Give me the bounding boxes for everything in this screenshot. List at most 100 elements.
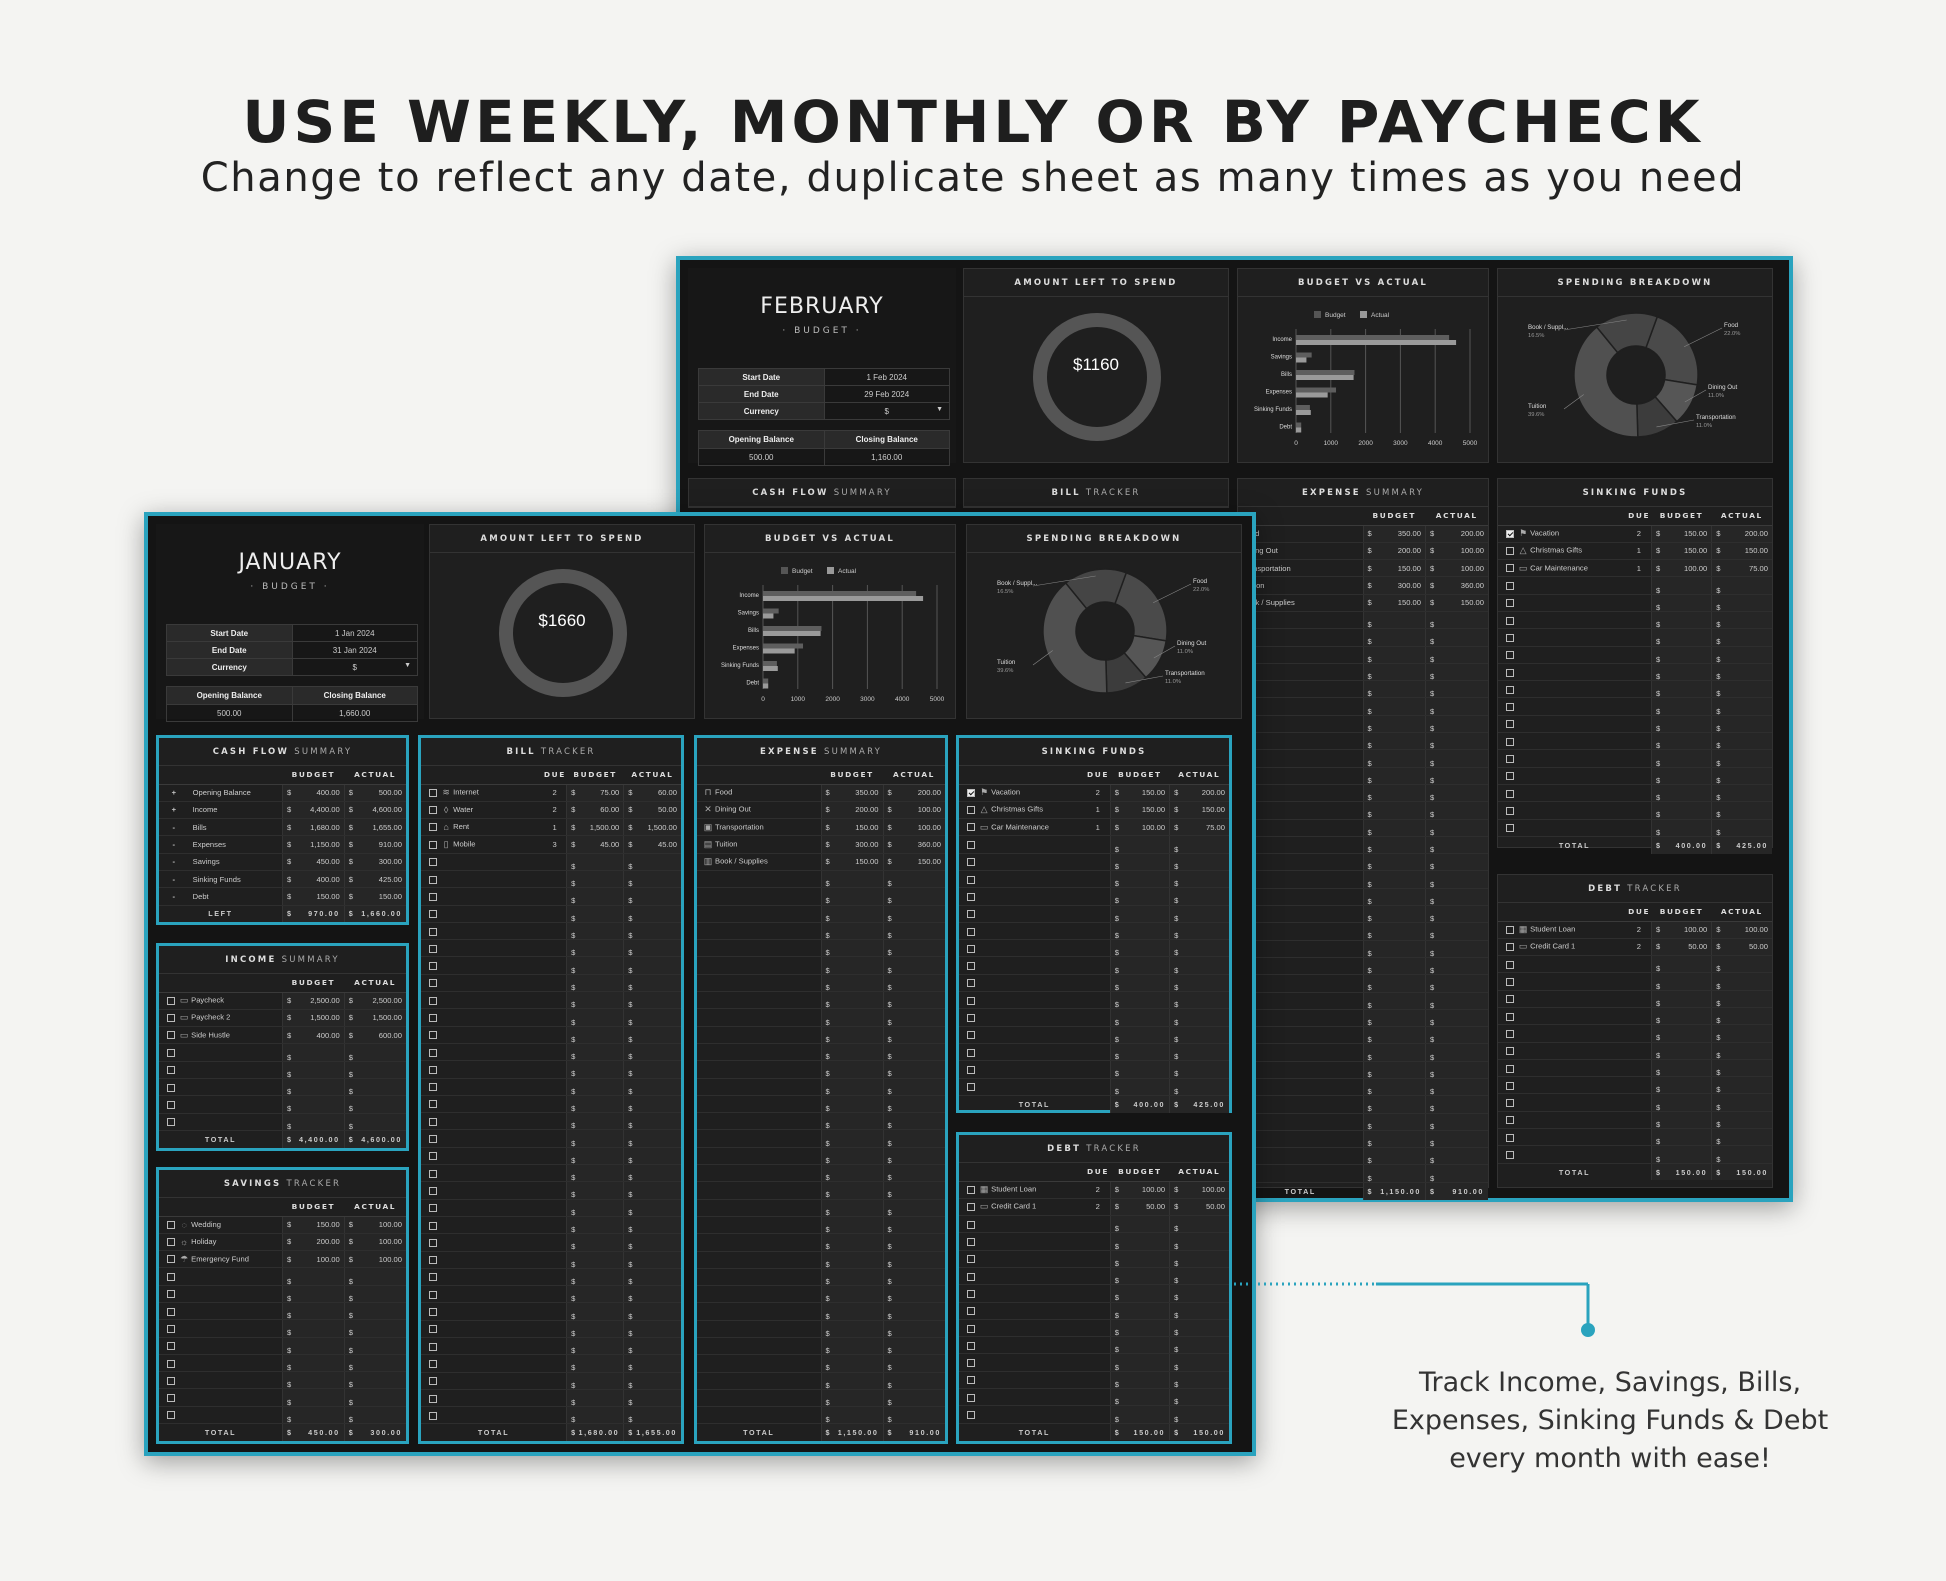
debt-row[interactable]: $ $ [959, 1302, 1229, 1320]
due-day[interactable] [1626, 628, 1652, 647]
bill-row[interactable]: $ $ [421, 1268, 681, 1287]
item-name[interactable]: ▭ Car Maintenance [1498, 559, 1627, 578]
debt-row[interactable]: $ $ [1498, 1111, 1772, 1130]
savings-row[interactable]: ☼ Holiday $200.00 $100.00 [159, 1233, 406, 1252]
budget-cell[interactable]: $200.00 [1362, 542, 1426, 561]
actual-cell[interactable]: $ [1711, 1024, 1772, 1043]
row-checkbox[interactable] [1506, 755, 1514, 763]
actual-cell[interactable]: $ [1711, 819, 1772, 837]
expense-row[interactable]: ✕ Dining Out $200.00 $100.00 [697, 801, 945, 820]
budget-cell[interactable]: $ [1362, 1043, 1426, 1062]
budget-cell[interactable]: $ [820, 1095, 883, 1114]
budget-cell[interactable]: $200.00 [820, 801, 883, 820]
budget-cell[interactable]: $ [1650, 697, 1712, 716]
bill-row[interactable]: $ $ [421, 1043, 681, 1062]
expense-row[interactable]: $ $ [1238, 1043, 1488, 1062]
sinking-fund-row[interactable]: $ $ [1498, 697, 1772, 716]
budget-cell[interactable]: $ [282, 1302, 345, 1321]
budget-cell[interactable]: $ [1650, 1145, 1712, 1164]
due-day[interactable] [1085, 1026, 1111, 1044]
expense-row[interactable]: ⊓ Food $350.00 $200.00 [697, 784, 945, 802]
actual-cell[interactable]: $ [1425, 646, 1488, 664]
row-checkbox[interactable] [429, 1169, 437, 1178]
expense-row[interactable]: $ $ [697, 1043, 945, 1062]
item-name[interactable]: Transportation [1238, 559, 1363, 578]
debt-row[interactable]: $ $ [1498, 1007, 1772, 1026]
actual-cell[interactable]: $ [1169, 1371, 1229, 1390]
expense-row[interactable]: $ $ [697, 1268, 945, 1287]
budget-cell[interactable]: $ [566, 1026, 624, 1044]
row-checkbox[interactable] [167, 1255, 175, 1264]
budget-cell[interactable]: $ [1362, 646, 1426, 664]
actual-cell[interactable]: $ [623, 1129, 681, 1148]
expense-row[interactable]: $ $ [1238, 836, 1488, 855]
actual-cell[interactable]: $200.00 [882, 784, 945, 802]
row-checkbox[interactable] [1506, 616, 1514, 625]
row-checkbox[interactable] [167, 1411, 175, 1420]
budget-cell[interactable]: $60.00 [566, 801, 624, 820]
end-date-field[interactable]: 31 Jan 2024 [291, 641, 418, 659]
budget-cell[interactable]: $100.00 [1109, 1181, 1170, 1199]
actual-cell[interactable]: $ [1169, 974, 1229, 993]
income-row[interactable]: $ $ [159, 1113, 406, 1131]
actual-cell[interactable]: $ [623, 1268, 681, 1287]
budget-cell[interactable]: $ [566, 1129, 624, 1148]
actual-cell[interactable]: $ [1169, 1078, 1229, 1096]
actual-cell[interactable]: $360.00 [882, 835, 945, 854]
actual-cell[interactable]: $ [882, 939, 945, 958]
actual-cell[interactable]: $ [1425, 767, 1488, 785]
row-checkbox[interactable] [429, 1014, 437, 1022]
budget-cell[interactable]: $ [1650, 1059, 1712, 1078]
actual-cell[interactable]: $ [623, 1406, 681, 1425]
savings-row[interactable]: ☂ Emergency Fund $100.00 $100.00 [159, 1250, 406, 1269]
due-day[interactable]: 2 [1626, 938, 1652, 957]
actual-cell[interactable]: $ [882, 1216, 945, 1235]
budget-cell[interactable]: $45.00 [566, 835, 624, 854]
budget-cell[interactable]: $ [282, 1406, 345, 1425]
due-day[interactable] [543, 1233, 567, 1252]
debt-row[interactable]: $ $ [959, 1353, 1229, 1372]
due-day[interactable] [543, 1268, 567, 1287]
budget-cell[interactable]: $ [820, 1112, 883, 1131]
budget-cell[interactable]: $ [1109, 1250, 1170, 1268]
debt-row[interactable]: $ $ [959, 1215, 1229, 1234]
budget-cell[interactable]: $ [820, 1078, 883, 1096]
item-name[interactable]: ◊ Water [421, 801, 544, 820]
debt-row[interactable]: ▭ Credit Card 1 2 $50.00 $50.00 [959, 1198, 1229, 1217]
budget-cell[interactable]: $100.00 [1109, 818, 1170, 837]
actual-cell[interactable]: $ [1169, 1319, 1229, 1338]
due-day[interactable] [1085, 1078, 1111, 1096]
budget-cell[interactable]: $ [1362, 749, 1426, 768]
item-name[interactable]: ▦ Student Loan [959, 1181, 1086, 1199]
due-day[interactable] [543, 870, 567, 889]
actual-cell[interactable]: $ [1425, 870, 1488, 889]
sinking-fund-row[interactable]: $ $ [959, 956, 1229, 975]
actual-cell[interactable]: $ [1711, 801, 1772, 820]
budget-cell[interactable]: $ [1362, 870, 1426, 889]
actual-cell[interactable]: $ [1169, 1267, 1229, 1286]
budget-cell[interactable]: $ [282, 1267, 345, 1286]
budget-cell[interactable]: $ [820, 1216, 883, 1235]
budget-cell[interactable]: $ [1362, 922, 1426, 941]
item-name[interactable]: ▯ Mobile [421, 835, 544, 854]
debt-row[interactable]: $ $ [1498, 990, 1772, 1008]
budget-cell[interactable]: $ [820, 905, 883, 923]
actual-cell[interactable]: $ [623, 1026, 681, 1044]
actual-cell[interactable]: $ [623, 1199, 681, 1217]
due-day[interactable] [543, 1285, 567, 1304]
item-name[interactable]: ▣ Transportation [697, 818, 821, 837]
actual-cell[interactable]: $ [882, 1199, 945, 1217]
debt-row[interactable]: ▦ Student Loan 2 $100.00 $100.00 [1498, 921, 1772, 939]
expense-row[interactable]: $ $ [697, 1164, 945, 1183]
sinking-fund-row[interactable]: $ $ [1498, 819, 1772, 837]
savings-row[interactable]: $ $ [159, 1319, 406, 1338]
cash-flow-row[interactable]: - Expenses $1,150.00 $910.00 [159, 835, 406, 854]
due-day[interactable] [1626, 732, 1652, 751]
actual-cell[interactable]: $1,500.00 [343, 1009, 406, 1028]
expense-row[interactable]: $ $ [697, 1251, 945, 1269]
due-day[interactable] [1626, 990, 1652, 1008]
actual-cell[interactable]: $ [882, 1008, 945, 1027]
end-date-field[interactable]: 29 Feb 2024 [823, 385, 950, 403]
actual-cell[interactable]: $ [1169, 1008, 1229, 1027]
row-checkbox[interactable] [1506, 633, 1514, 642]
